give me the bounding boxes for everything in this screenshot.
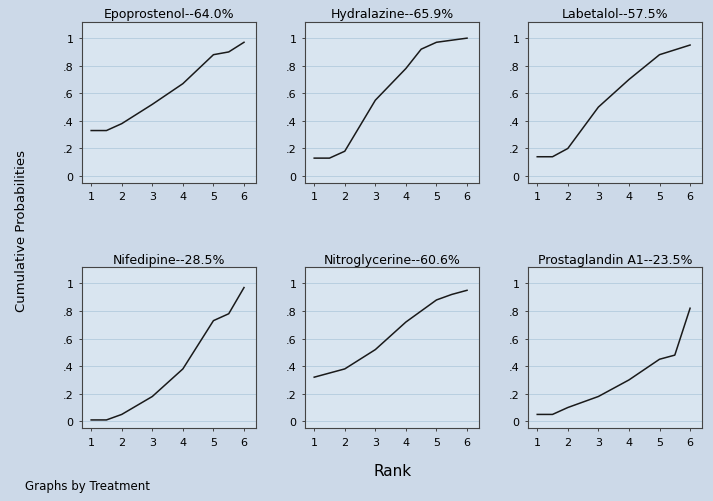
Title: Hydralazine--65.9%: Hydralazine--65.9%	[331, 9, 453, 22]
Title: Prostaglandin A1--23.5%: Prostaglandin A1--23.5%	[538, 253, 692, 266]
Title: Nifedipine--28.5%: Nifedipine--28.5%	[113, 253, 225, 266]
Text: Rank: Rank	[373, 463, 411, 478]
Text: Graphs by Treatment: Graphs by Treatment	[25, 479, 150, 492]
Title: Labetalol--57.5%: Labetalol--57.5%	[562, 9, 669, 22]
Title: Epoprostenol--64.0%: Epoprostenol--64.0%	[104, 9, 235, 22]
Title: Nitroglycerine--60.6%: Nitroglycerine--60.6%	[324, 253, 461, 266]
Text: Cumulative Probabilities: Cumulative Probabilities	[15, 150, 28, 311]
